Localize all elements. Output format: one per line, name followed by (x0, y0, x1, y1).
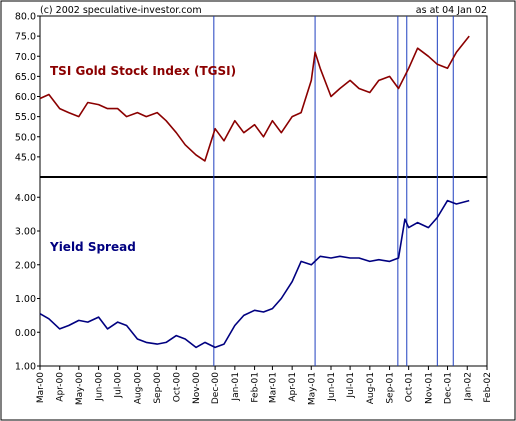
x-tick-label: May-00 (75, 372, 85, 405)
x-tick-label: Sep-01 (386, 372, 396, 404)
x-tick-label: Dec-00 (211, 372, 221, 404)
vertical-markers (213, 16, 454, 366)
bottom-y-tick-label: 1.00 (15, 362, 36, 373)
top-y-tick-label: 45.0 (15, 152, 36, 163)
x-tick-label: Jul-00 (114, 372, 124, 399)
top-y-tick-label: 60.0 (15, 92, 36, 103)
x-tick-label: Oct-00 (172, 372, 182, 403)
x-tick-label: Mar-00 (36, 372, 46, 403)
x-tick-label: Jan-01 (231, 372, 241, 402)
x-tick-label: Apr-00 (56, 372, 66, 402)
bottom-y-tick-label: 4.00 (15, 193, 36, 204)
bottom-y-tick-label: 3.00 (15, 227, 36, 238)
x-tick-label: Feb-01 (251, 372, 261, 403)
x-tick-label: Jul-01 (346, 372, 356, 399)
top-y-tick-label: 55.0 (15, 112, 36, 123)
x-axis: Mar-00 Apr-00 May-00 Jun-00 Jul-00 Aug-00 Sep-… (36, 366, 493, 405)
x-tick-label: Aug-00 (133, 372, 143, 405)
top-y-tick-label: 65.0 (15, 72, 36, 83)
top-y-tick-label: 50.0 (15, 132, 36, 143)
x-tick-label: Sep-00 (153, 372, 163, 404)
x-tick-label: Feb-02 (483, 372, 493, 403)
x-tick-label: Dec-01 (444, 372, 454, 404)
bottom-y-tick-label: 2.00 (15, 260, 36, 271)
yield-spread-panel: 1.00 0.00 1.00 2.00 3.00 4.00 (15, 193, 470, 373)
bottom-y-tick-label: 0.00 (15, 328, 36, 339)
x-tick-label: Jun-01 (327, 372, 337, 402)
x-tick-label: Nov-01 (424, 372, 434, 404)
top-y-tick-label: 80.0 (15, 12, 36, 23)
x-tick-label: Apr-01 (288, 372, 298, 402)
as-at-date: as at 04 Jan 02 (416, 5, 487, 16)
plot-frame (39, 15, 488, 367)
top-y-tick-label: 70.0 (15, 52, 36, 63)
bottom-y-tick-label: 1.00 (15, 294, 36, 305)
x-tick-label: Nov-00 (192, 372, 202, 404)
x-tick-label: Jan-02 (463, 372, 473, 402)
x-tick-label: Oct-01 (405, 372, 415, 402)
top-y-tick-label: 75.0 (15, 32, 36, 43)
gold-index-title: TSI Gold Stock Index (TGSI) (50, 64, 236, 78)
x-tick-label: May-01 (307, 372, 317, 405)
yield-spread-title: Yield Spread (49, 240, 136, 254)
yield-spread-line (39, 199, 470, 349)
copyright-text: (c) 2002 speculative-investor.com (40, 5, 202, 16)
x-tick-label: Jun-00 (95, 372, 105, 402)
gold-index-panel: 45.0 50.0 55.0 60.0 65.0 70.0 75.0 80.0 (15, 12, 470, 163)
x-tick-label: Aug-01 (366, 372, 376, 404)
x-tick-label: Mar-01 (268, 372, 278, 403)
gold-index-line (39, 35, 470, 162)
